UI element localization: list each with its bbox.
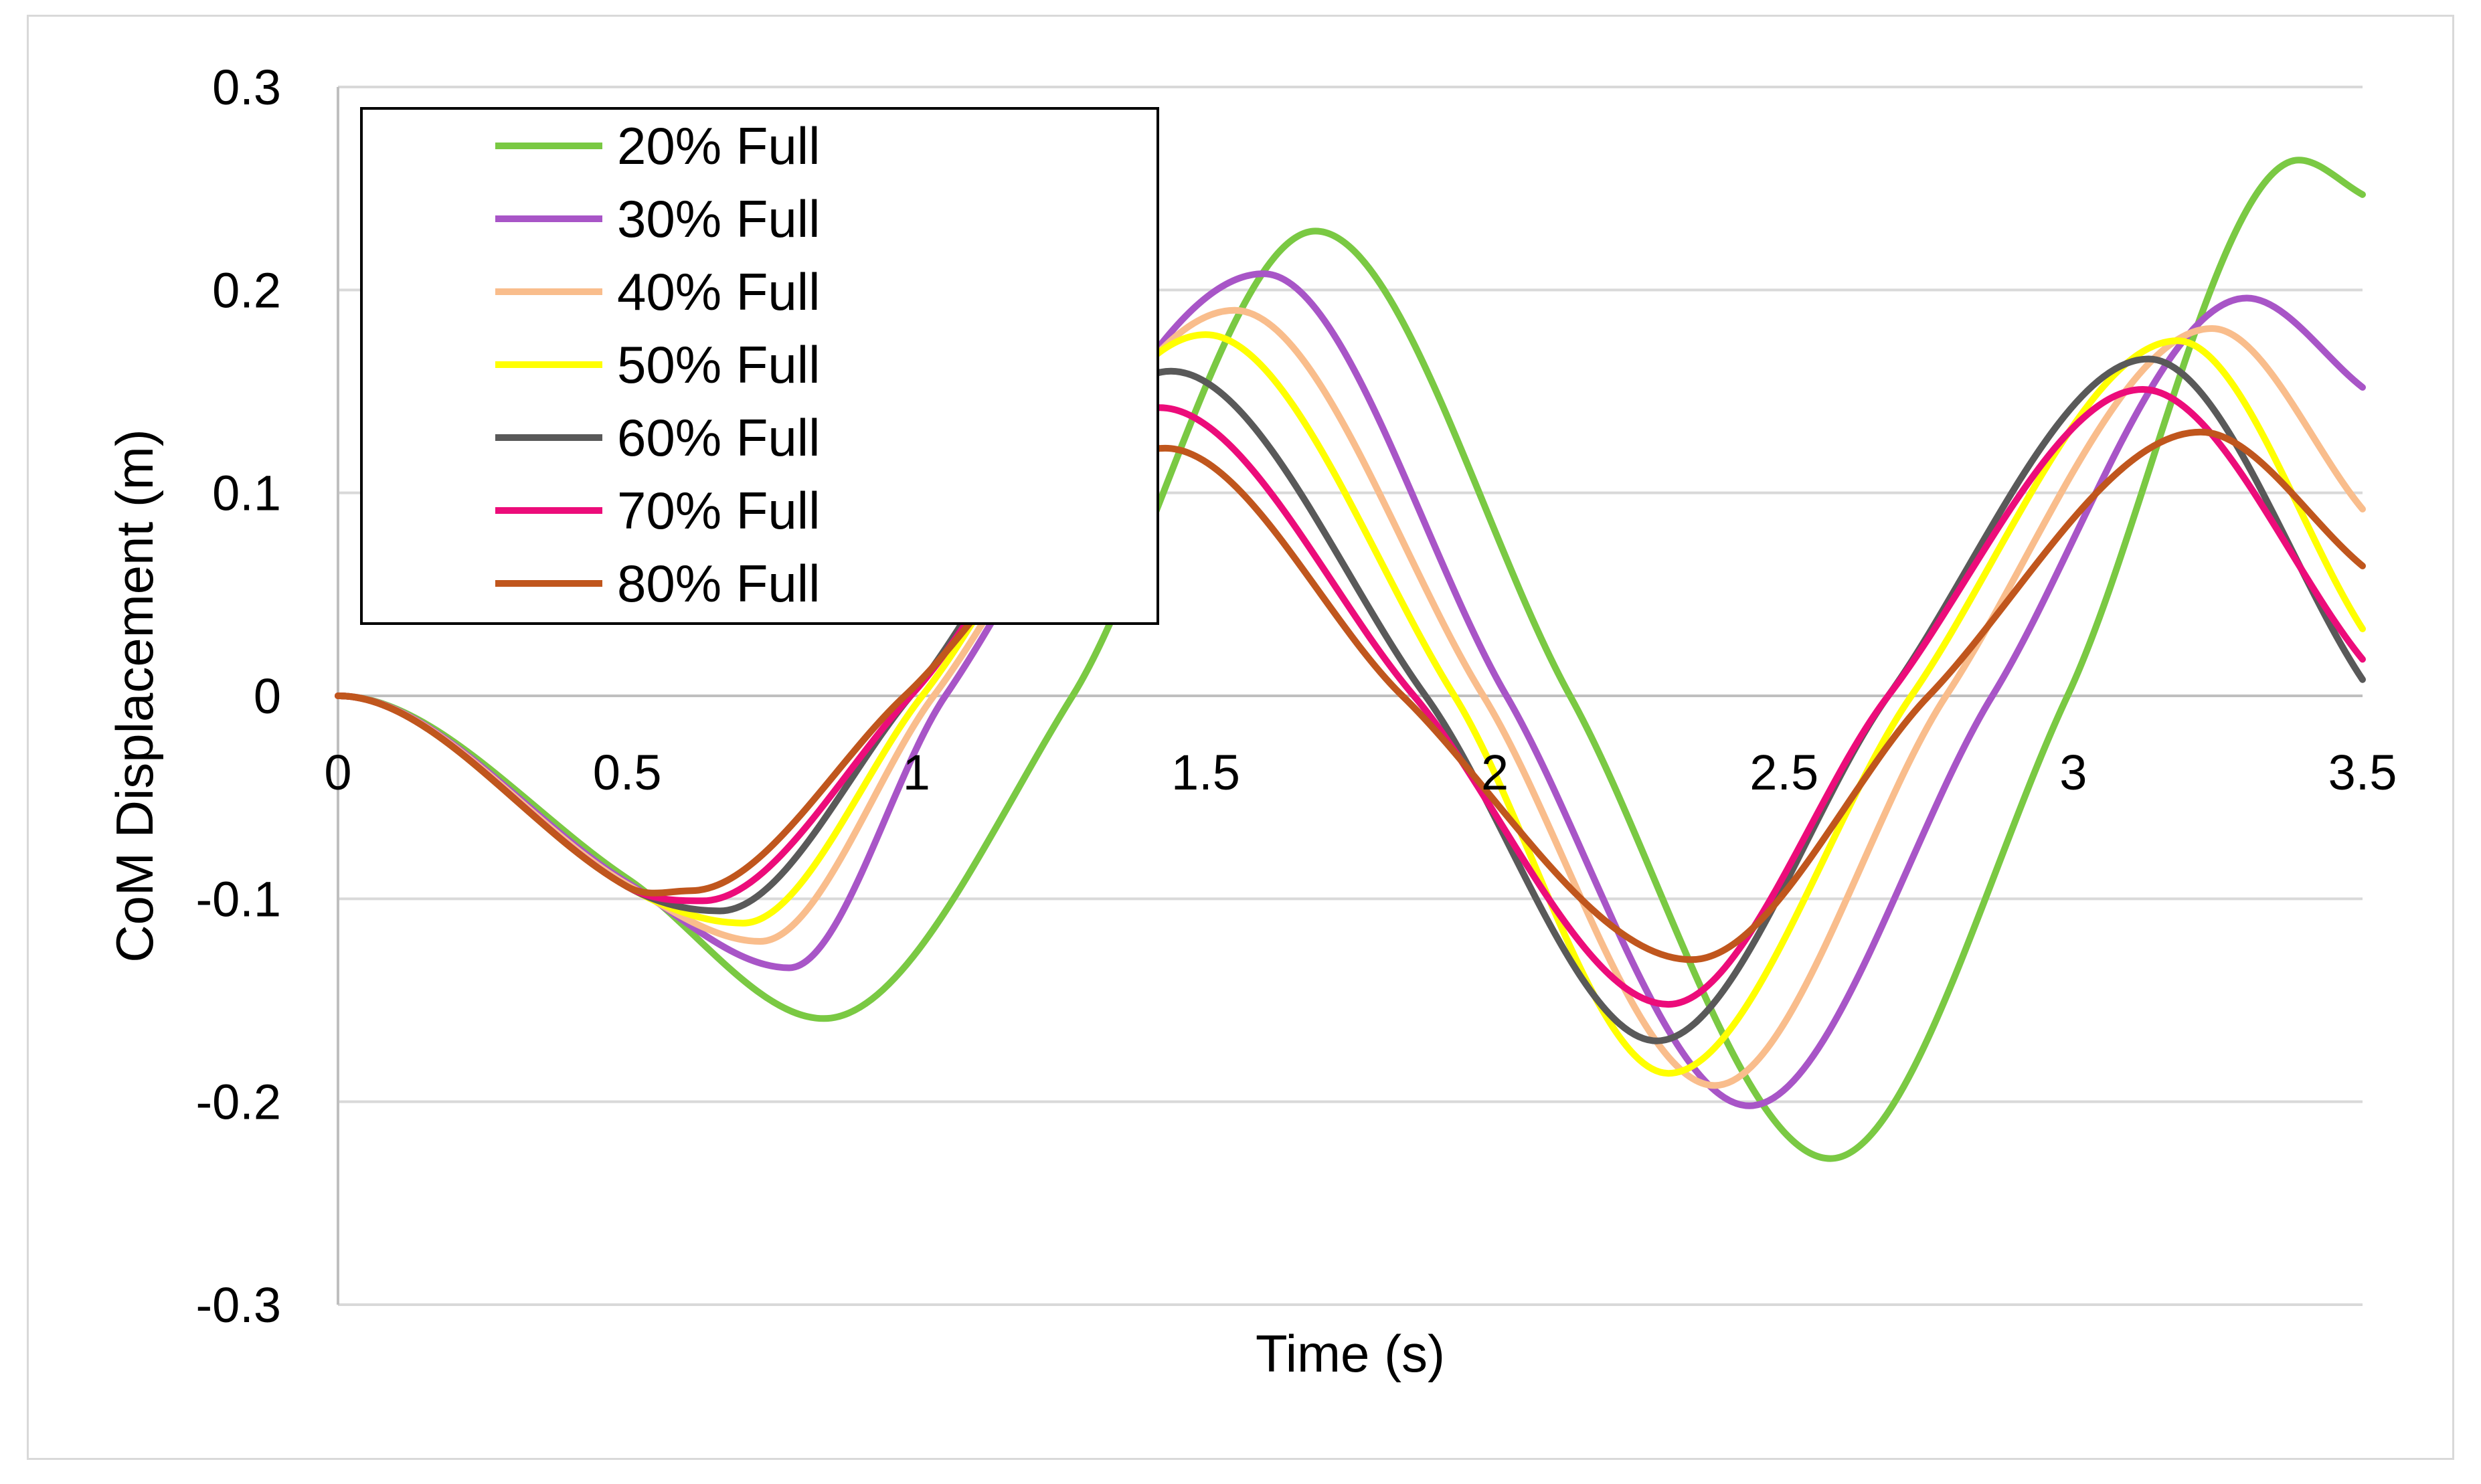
y-tick-label: 0.2 <box>212 262 281 318</box>
legend-label: 60% Full <box>617 408 820 467</box>
legend: 20% Full 30% Full 40% Full 50% Full 60% Full… <box>360 107 1159 625</box>
x-tick-label: 0.5 <box>593 745 662 800</box>
series-line-6 <box>335 386 2366 1008</box>
series-line-1 <box>335 157 2366 1162</box>
x-tick-label: 2 <box>1481 745 1509 800</box>
x-tick-label: 2.5 <box>1749 745 1818 800</box>
x-tick-label: 1.5 <box>1171 745 1240 800</box>
legend-box <box>360 107 1159 625</box>
x-tick-label: 3.5 <box>2328 745 2397 800</box>
series-line-5 <box>335 355 2366 1044</box>
y-tick-label: -0.2 <box>195 1075 281 1130</box>
legend-label: 70% Full <box>617 481 820 540</box>
y-axis-title: CoM Displacement (m) <box>105 429 164 962</box>
y-tick-label: 0 <box>254 668 281 724</box>
legend-label: 20% Full <box>617 116 820 175</box>
x-tick-label: 3 <box>2059 745 2087 800</box>
legend-label: 40% Full <box>617 262 820 321</box>
chart-frame <box>27 15 2454 1460</box>
y-tick-label: 0.1 <box>212 466 281 521</box>
series-line-4 <box>335 331 2366 1077</box>
legend-label: 80% Full <box>617 554 820 613</box>
y-tick-labels: 0.3 0.2 0.1 0 -0.1 -0.2 -0.3 <box>195 60 281 1333</box>
x-tick-label: 0 <box>324 745 351 800</box>
series-line-2 <box>335 270 2366 1109</box>
legend-label: 30% Full <box>617 189 820 248</box>
y-tick-label: -0.1 <box>195 871 281 927</box>
series-lines <box>335 157 2366 1162</box>
series-line-7 <box>335 428 2366 963</box>
x-axis-title: Time (s) <box>1256 1324 1445 1383</box>
x-tick-labels: 0 0.5 1 1.5 2 2.5 3 3.5 <box>324 745 2397 800</box>
legend-label: 50% Full <box>617 335 820 394</box>
y-tick-label: 0.3 <box>212 60 281 115</box>
x-tick-label: 1 <box>903 745 930 800</box>
y-tick-label: -0.3 <box>195 1277 281 1333</box>
series-line-3 <box>335 306 2366 1089</box>
